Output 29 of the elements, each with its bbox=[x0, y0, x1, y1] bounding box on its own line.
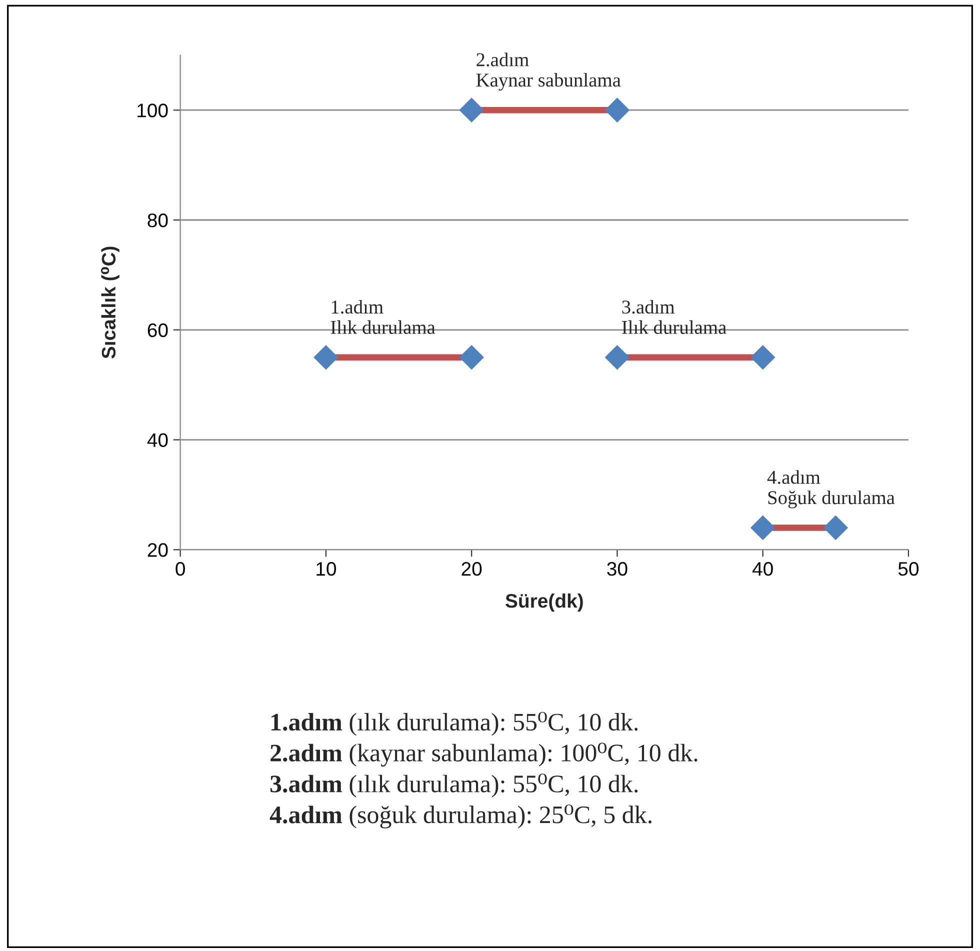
point bbox=[314, 344, 338, 370]
x-tick-label: 10 bbox=[316, 562, 336, 576]
annotation: 3.adım Ilık durulama bbox=[622, 300, 726, 334]
x-tick-label: 0 bbox=[176, 562, 185, 576]
x-tick-label: 30 bbox=[607, 562, 628, 576]
y-tick-label: 40 bbox=[147, 433, 168, 448]
text: 3.adım (ılık durulama): 55⁰C, 10 dk. bbox=[270, 774, 638, 798]
annotation: 1.adım Ilık durulama bbox=[330, 300, 436, 334]
point bbox=[604, 98, 630, 123]
text: 4.adım (soğuk durulama): 25⁰C, 5 dk. bbox=[270, 804, 652, 828]
x-tick-label: 40 bbox=[752, 562, 773, 576]
point bbox=[750, 344, 776, 370]
point bbox=[750, 515, 776, 540]
y-tick-label: 60 bbox=[148, 323, 168, 338]
y-axis-title: Sıcaklık (⁰C) bbox=[100, 246, 120, 359]
annotation: 2.adım Kaynar sabunlama bbox=[476, 52, 621, 91]
annotation: 4.adım Soğuk durulama bbox=[767, 470, 895, 508]
x-tick-label: 50 bbox=[898, 562, 919, 576]
point bbox=[459, 98, 484, 123]
y-tick-label: 100 bbox=[138, 104, 168, 118]
point bbox=[823, 515, 848, 540]
x-tick-label: 20 bbox=[462, 562, 482, 576]
point bbox=[459, 344, 484, 370]
y-tick-label: 80 bbox=[148, 213, 168, 228]
x-axis-title: Süre(dk) bbox=[506, 594, 583, 612]
y-tick-label: 20 bbox=[148, 543, 168, 557]
text: 1.adım (ılık durulama): 55⁰C, 10 dk. bbox=[272, 712, 638, 736]
text: 2.adım (kaynar sabunlama): 100⁰C, 10 dk. bbox=[270, 742, 698, 767]
point bbox=[604, 344, 630, 370]
